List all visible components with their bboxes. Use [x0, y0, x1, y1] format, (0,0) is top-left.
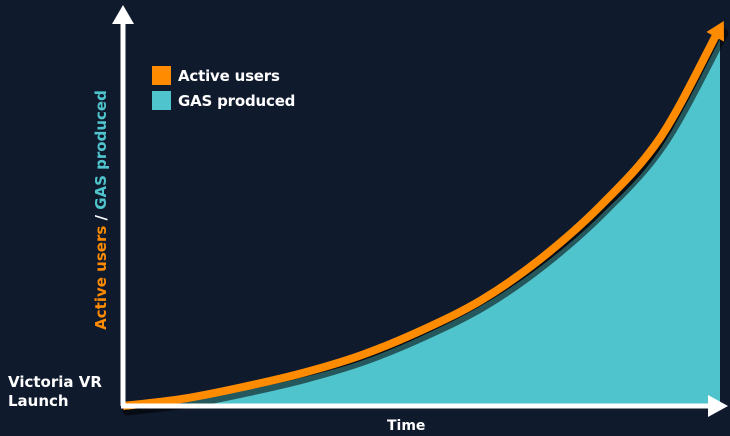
- launch-annotation: Victoria VR Launch: [8, 373, 118, 411]
- legend-label-gas-produced: GAS produced: [178, 91, 296, 110]
- series-arrowhead-active-users: [706, 21, 724, 42]
- x-axis-arrowhead: [708, 395, 728, 417]
- x-axis-label: Time: [387, 418, 426, 434]
- y-axis-label-active-users: Active users: [92, 225, 110, 330]
- launch-annotation-line-1: Victoria VR: [8, 373, 102, 391]
- legend-label-active-users: Active users: [178, 66, 280, 85]
- y-axis-arrowhead: [112, 5, 134, 24]
- y-axis-label-separator: /: [92, 209, 110, 226]
- legend-swatch-active-users: [152, 66, 171, 85]
- launch-annotation-line-2: Launch: [8, 392, 69, 410]
- legend-swatch-gas-produced: [152, 91, 171, 110]
- series-shadow-active-users: [122, 28, 729, 416]
- y-axis-label: Active users / GAS produced: [92, 90, 110, 330]
- legend: Active users GAS produced: [152, 66, 295, 110]
- legend-item-active-users: Active users: [152, 66, 295, 85]
- series-line-active-users: [122, 33, 720, 410]
- legend-item-gas-produced: GAS produced: [152, 91, 295, 110]
- series-area-gas-produced: [123, 39, 720, 407]
- y-axis-label-gas-produced: GAS produced: [92, 90, 110, 210]
